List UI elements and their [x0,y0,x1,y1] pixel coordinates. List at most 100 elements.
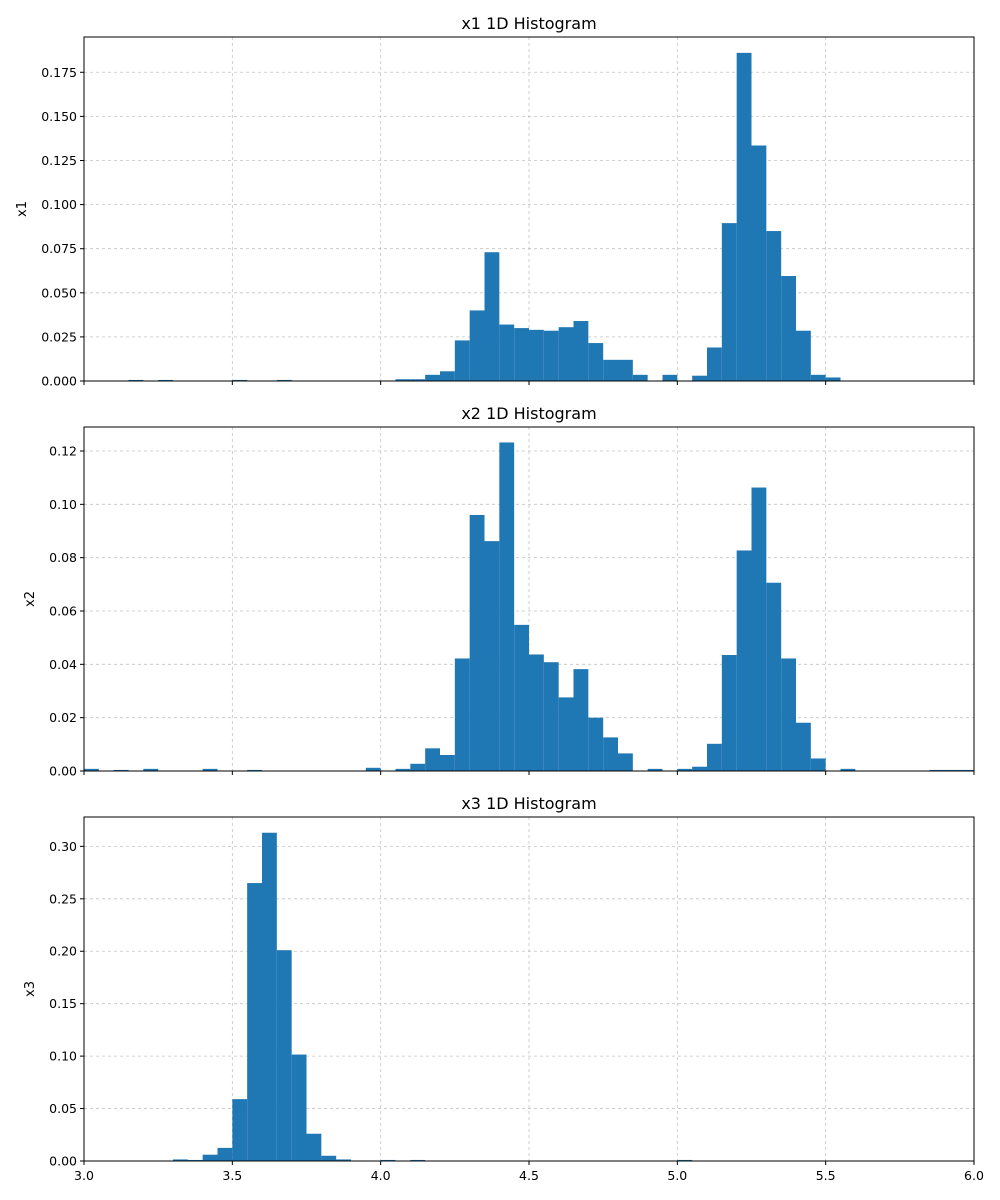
y-tick-label: 0.100 [41,197,77,212]
histogram-bar [158,379,173,381]
histogram-bar [529,654,544,771]
histogram-bar [365,767,381,771]
y-tick-label: 0.25 [49,891,77,906]
histogram-bar [232,1099,248,1161]
y-tick-label: 0.150 [41,109,77,124]
y-tick-label: 0.025 [41,329,77,344]
histogram-bar [202,768,218,771]
histogram-bar [781,276,796,381]
histogram-bar [440,371,455,381]
histogram-bar [796,330,811,381]
histogram-bar [425,748,440,771]
y-tick-label: 0.00 [49,764,77,779]
histogram-bar [618,753,633,771]
y-tick-label: 0.10 [49,497,77,512]
histogram-bar [810,758,826,771]
histogram-bar [632,374,648,381]
histogram-bar [469,515,485,771]
histogram-bar [692,375,707,381]
histogram-bar [751,487,767,771]
histogram-bar [336,1159,351,1161]
histogram-bar [959,769,974,771]
histogram-bar [707,743,722,771]
histogram-bar [247,883,262,1161]
chart-title: x1 1D Histogram [461,14,596,33]
histogram-bar [232,379,248,381]
histogram-bar [929,769,945,771]
histogram-bar [276,379,292,381]
histogram-bar [484,541,500,771]
histogram-bar [573,321,589,381]
histogram-bar [618,359,633,381]
histogram-bar [454,340,470,381]
histogram-bar [647,768,663,771]
histogram-bar [796,722,811,771]
y-tick-label: 0.10 [49,1049,77,1064]
y-axis-label: x2 [23,591,38,607]
histogram-bar [469,310,485,381]
histogram-bar [410,1159,426,1161]
histogram-panel-3: 0.00 0.05 0.10 0.15 0.20 0.25 0.30 3.0 3.5 4.0 4.5… [23,794,984,1183]
y-tick-label: 0.20 [49,944,77,959]
histogram-bar [810,374,826,381]
histogram-bar [543,330,559,381]
x-tick-label: 3.5 [222,1168,242,1183]
x-tick-label: 5.5 [816,1168,836,1183]
y-tick-label: 0.04 [49,657,77,672]
y-tick-label: 0.075 [41,241,77,256]
histogram-bar [395,768,411,771]
y-tick-label: 0.06 [49,604,77,619]
x-tick-label: 4.5 [519,1168,539,1183]
y-tick-label: 0.00 [49,1154,77,1169]
histogram-bar [306,1133,322,1161]
histogram-bar [707,347,722,381]
histogram-bar [113,769,129,771]
histogram-bar [514,328,529,381]
histogram-bar [692,766,707,771]
y-tick-label: 0.12 [49,444,77,459]
histogram-bar [751,145,767,381]
histogram-bar [736,52,752,381]
histogram-bar [825,377,841,381]
y-tick-label: 0.15 [49,996,77,1011]
histogram-bar [425,374,440,381]
histogram-bar [499,442,515,771]
y-tick-label: 0.30 [49,839,77,854]
histogram-bar [410,763,426,771]
x-tick-label: 3.0 [74,1168,94,1183]
histogram-bar [143,768,159,771]
x-tick-label: 6.0 [964,1168,984,1183]
histogram-bar [721,655,737,771]
histogram-bar [440,755,455,771]
histogram-bar [588,343,604,381]
histogram-bar [454,658,470,771]
histogram-bar [662,374,678,381]
histogram-bar [395,379,411,381]
histogram-bar [603,737,618,771]
histogram-bar [529,329,544,381]
y-tick-label: 0.08 [49,550,77,565]
histogram-bar [543,662,559,771]
histogram-panel-2: 0.00 0.02 0.04 0.06 0.08 0.10 0.12 x2 1D Histog… [23,404,975,779]
histogram-bar [217,1147,233,1161]
histogram-bar [766,582,782,771]
histogram-bar [677,768,693,771]
y-axis-label: x3 [23,981,38,997]
histogram-bar [721,223,737,381]
chart-title: x3 1D Histogram [461,794,596,813]
histogram-bar [380,1159,396,1161]
histogram-bar [410,379,426,381]
histogram-bar [781,658,796,771]
x-tick-label: 5.0 [667,1168,687,1183]
y-axis-label: x1 [15,201,30,217]
histogram-bar [276,950,292,1161]
y-tick-label: 0.175 [41,65,77,80]
histogram-bar [262,832,277,1161]
y-tick-label: 0.000 [41,374,77,389]
histogram-bar [588,717,604,771]
x-tick-label: 4.0 [371,1168,391,1183]
histogram-bar [558,697,574,771]
histogram-bar [247,769,262,771]
chart-title: x2 1D Histogram [461,404,596,423]
